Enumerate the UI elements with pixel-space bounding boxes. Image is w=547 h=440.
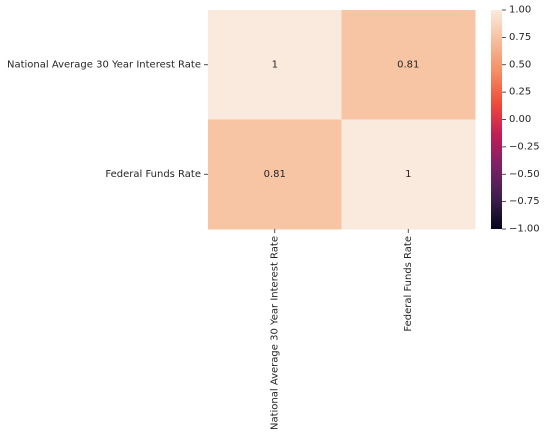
colorbar-tick-label: 0.50 [509,59,531,70]
x-tick-label-federal-funds-rate: Federal Funds Rate [403,236,414,332]
colorbar-tick-label: −0.50 [509,169,540,180]
y-tick-label-national-average-30-year-interest-rate: National Average 30 Year Interest Rate [7,59,201,70]
heatmap-cell-labels: 1 0.81 0.81 1 [264,59,420,180]
heatmap-cell-r0-c1 [341,10,476,120]
cell-value-label-r0-c0: 1 [272,59,278,70]
cell-value-label-r0-c1: 0.81 [397,59,419,70]
heatmap-cell-r1-c0 [208,119,342,230]
colorbar-tick-label: 0.75 [509,32,531,43]
colorbar-tick-label: −1.00 [509,224,540,235]
x-tick-label-national-average-30-year-interest-rate: National Average 30 Year Interest Rate [269,236,280,430]
colorbar-tick-label: 0.25 [509,87,531,98]
heatmap-cell-r0-c0 [208,10,342,120]
y-tick-label-federal-funds-rate: Federal Funds Rate [105,169,201,180]
colorbar-tick-label: 0.00 [509,114,531,125]
heatmap-cell-r1-c1 [341,119,476,230]
colorbar-gradient [491,10,502,229]
cell-value-label-r1-c1: 1 [405,169,411,180]
cell-value-label-r1-c0: 0.81 [264,169,286,180]
heatmap-cells [208,10,476,230]
y-axis: National Average 30 Year Interest Rate Fe… [7,59,208,180]
x-axis: National Average 30 Year Interest Rate Fe… [269,229,414,430]
colorbar-tick-label: −0.75 [509,196,540,207]
colorbar: 1.00 0.75 0.50 0.25 0.00 −0.25 −0.50 −0.75 −1.00 [491,5,540,235]
colorbar-tick-label: −0.25 [509,141,540,152]
colorbar-tick-label: 1.00 [509,5,531,16]
